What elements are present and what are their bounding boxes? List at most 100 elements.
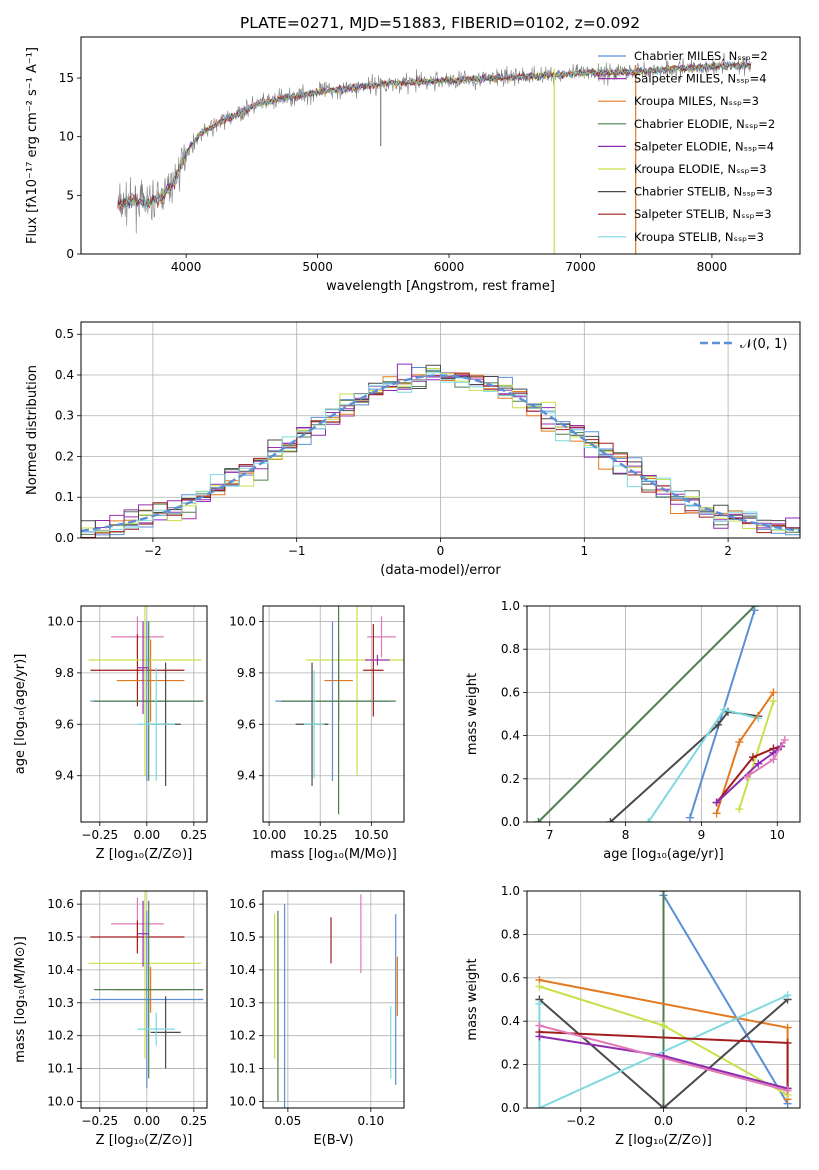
- errorbar-kroupa_elodie: [88, 606, 202, 776]
- x-axis-label: Z [log₁₀(Z/Z⊙)]: [96, 847, 193, 862]
- panel-z-weight: −0.2 0.0 0.2 0.0 0.2 0.4 0.6 0.8 1.0 mass weight Z…: [465, 884, 801, 1148]
- normal-curve: [81, 374, 800, 533]
- errorbar-salpeter_stelib: [90, 920, 185, 954]
- plot-area: [263, 606, 404, 822]
- x-tick-label: 0.25: [180, 828, 207, 842]
- y-tick-label: 9.6: [237, 717, 256, 731]
- x-axis-label: Z [log₁₀(Z/Z⊙)]: [615, 1133, 712, 1148]
- y-tick-label: 1.0: [501, 599, 520, 613]
- axes-frame: [526, 890, 801, 1109]
- errorbar-salpeter_miles: [137, 900, 149, 967]
- legend-label-kroupa_elodie: Kroupa ELODIE, Nₛₛₚ=3: [634, 162, 767, 176]
- errorbar-chabrier_elodie: [94, 900, 204, 1079]
- x-tick-label: 0.00: [133, 1114, 160, 1128]
- grid: [81, 606, 207, 822]
- y-tick-label: 0.0: [55, 531, 74, 545]
- axes-frame: [80, 605, 208, 823]
- panel-z-age: −0.25 0.00 0.25 9.4 9.6 9.8 10.0 age [log₁₀(age…: [13, 605, 208, 862]
- x-tick-label: 6000: [434, 260, 465, 274]
- grid: [527, 606, 800, 822]
- weight-marker: [534, 818, 543, 822]
- y-tick-label: 10.6: [229, 897, 256, 911]
- y-tick-label: 0.2: [501, 772, 520, 786]
- y-tick-label: 10: [59, 130, 74, 144]
- legend-label-chabrier_miles: Chabrier MILES, Nₛₛₚ=2: [634, 49, 768, 63]
- legend-label-salpeter_stelib: Salpeter STELIB, Nₛₛₚ=3: [634, 207, 772, 221]
- y-tick-label: 9.4: [237, 769, 256, 783]
- errorbar-salpeter_miles: [137, 621, 149, 714]
- weight-marker: [606, 818, 615, 822]
- y-axis-label: Flux [fλ10⁻¹⁷ erg cm⁻² s⁻¹ A⁻¹]: [25, 47, 40, 244]
- errorbar-pink: [367, 616, 396, 658]
- weight-marker: [714, 720, 723, 729]
- axes-frame: [262, 605, 405, 823]
- weight-marker: [748, 753, 757, 762]
- x-tick-label: 0.05: [275, 1114, 302, 1128]
- weight-marker: [535, 1021, 544, 1030]
- errorbar-kroupa_elodie: [305, 606, 404, 776]
- histogram-kroupa_stelib: [81, 372, 800, 538]
- legend: Chabrier MILES, Nₛₛₚ=2 Salpeter MILES, Nₛ…: [598, 49, 775, 244]
- y-tick-label: 10.4: [229, 963, 256, 977]
- weight-marker: [783, 1023, 792, 1032]
- x-tick-label: 9: [698, 828, 706, 842]
- x-tick-label: 8: [622, 828, 630, 842]
- panel-age-weight: 7 8 9 10 0.0 0.2 0.4 0.6 0.8 1.0 mass weight age [l…: [465, 599, 801, 862]
- y-tick-label: 0.5: [55, 327, 74, 341]
- plot-area: [527, 891, 800, 1108]
- weight-marker: [720, 705, 729, 714]
- y-tick-label: 0.3: [55, 409, 74, 423]
- x-tick-label: 10.25: [303, 828, 337, 842]
- x-tick-label: 10.00: [252, 828, 286, 842]
- legend-label-chabrier_elodie: Chabrier ELODIE, Nₛₛₚ=2: [634, 117, 775, 131]
- x-axis-label: (data-model)/error: [380, 563, 501, 578]
- axes-frame: [262, 890, 405, 1109]
- x-tick-label: −0.2: [566, 1114, 595, 1128]
- y-tick-label: 10.0: [229, 1094, 256, 1108]
- weight-marker: [659, 1021, 668, 1030]
- y-tick-label: 0.1: [55, 490, 74, 504]
- axes-frame: [80, 36, 801, 255]
- weight-marker: [769, 697, 778, 706]
- x-tick-label: 8000: [697, 260, 728, 274]
- errorbar-chabrier_stelib: [150, 996, 181, 1069]
- weight-marker: [535, 1032, 544, 1041]
- errorbar-chabrier_elodie: [94, 621, 204, 781]
- y-tick-label: 0: [66, 247, 74, 261]
- y-tick-label: 0.8: [501, 642, 520, 656]
- plot-area: [263, 891, 404, 1108]
- y-tick-label: 10.0: [47, 614, 74, 628]
- axes-frame: [80, 321, 801, 539]
- x-tick-label: 0.25: [180, 1114, 207, 1128]
- y-tick-label: 0.8: [501, 927, 520, 941]
- errorbar-kroupa_stelib: [137, 667, 176, 781]
- panel-spectrum: 4000 5000 6000 7000 8000 0 5 10 15 Flux [fλ10⁻¹⁷ …: [25, 36, 801, 294]
- y-axis-label: mass [log₁₀(M/M⊙)]: [13, 936, 28, 1063]
- x-tick-label: 7: [546, 828, 554, 842]
- model-line-kroupa_stelib: [117, 60, 752, 211]
- y-tick-label: 9.8: [55, 666, 74, 680]
- x-tick-label: 4000: [171, 260, 202, 274]
- weight-line-chabrier_elodie: [537, 606, 756, 822]
- y-tick-label: 0.2: [55, 449, 74, 463]
- y-tick-label: 10.4: [47, 963, 74, 977]
- y-axis-label: mass weight: [465, 958, 480, 1040]
- weight-marker: [769, 755, 778, 764]
- weight-line-kroupa_stelib: [647, 708, 759, 822]
- x-tick-label: 7000: [565, 260, 596, 274]
- x-axis-label: mass [log₁₀(M/M⊙)]: [270, 847, 397, 862]
- errorbar-chabrier_miles: [90, 910, 204, 1089]
- x-tick-label: 0.0: [654, 1114, 673, 1128]
- errorbar-salpeter_miles: [365, 654, 390, 666]
- axes-frame: [80, 890, 208, 1109]
- legend: 𝒩(0, 1): [700, 337, 787, 352]
- panel-ebv-mass: 0.05 0.10 10.0 10.1 10.2 10.3 10.4 10.5 10.6 E(B-…: [229, 890, 405, 1148]
- x-tick-label: 0: [437, 544, 445, 558]
- y-tick-label: 0.0: [501, 1101, 520, 1115]
- y-axis-label: mass weight: [465, 673, 480, 755]
- weight-line-salpeter_stelib: [715, 745, 782, 804]
- errorbar-salpeter_stelib: [90, 634, 185, 707]
- weight-marker: [783, 1038, 792, 1047]
- y-tick-label: 0.2: [501, 1058, 520, 1072]
